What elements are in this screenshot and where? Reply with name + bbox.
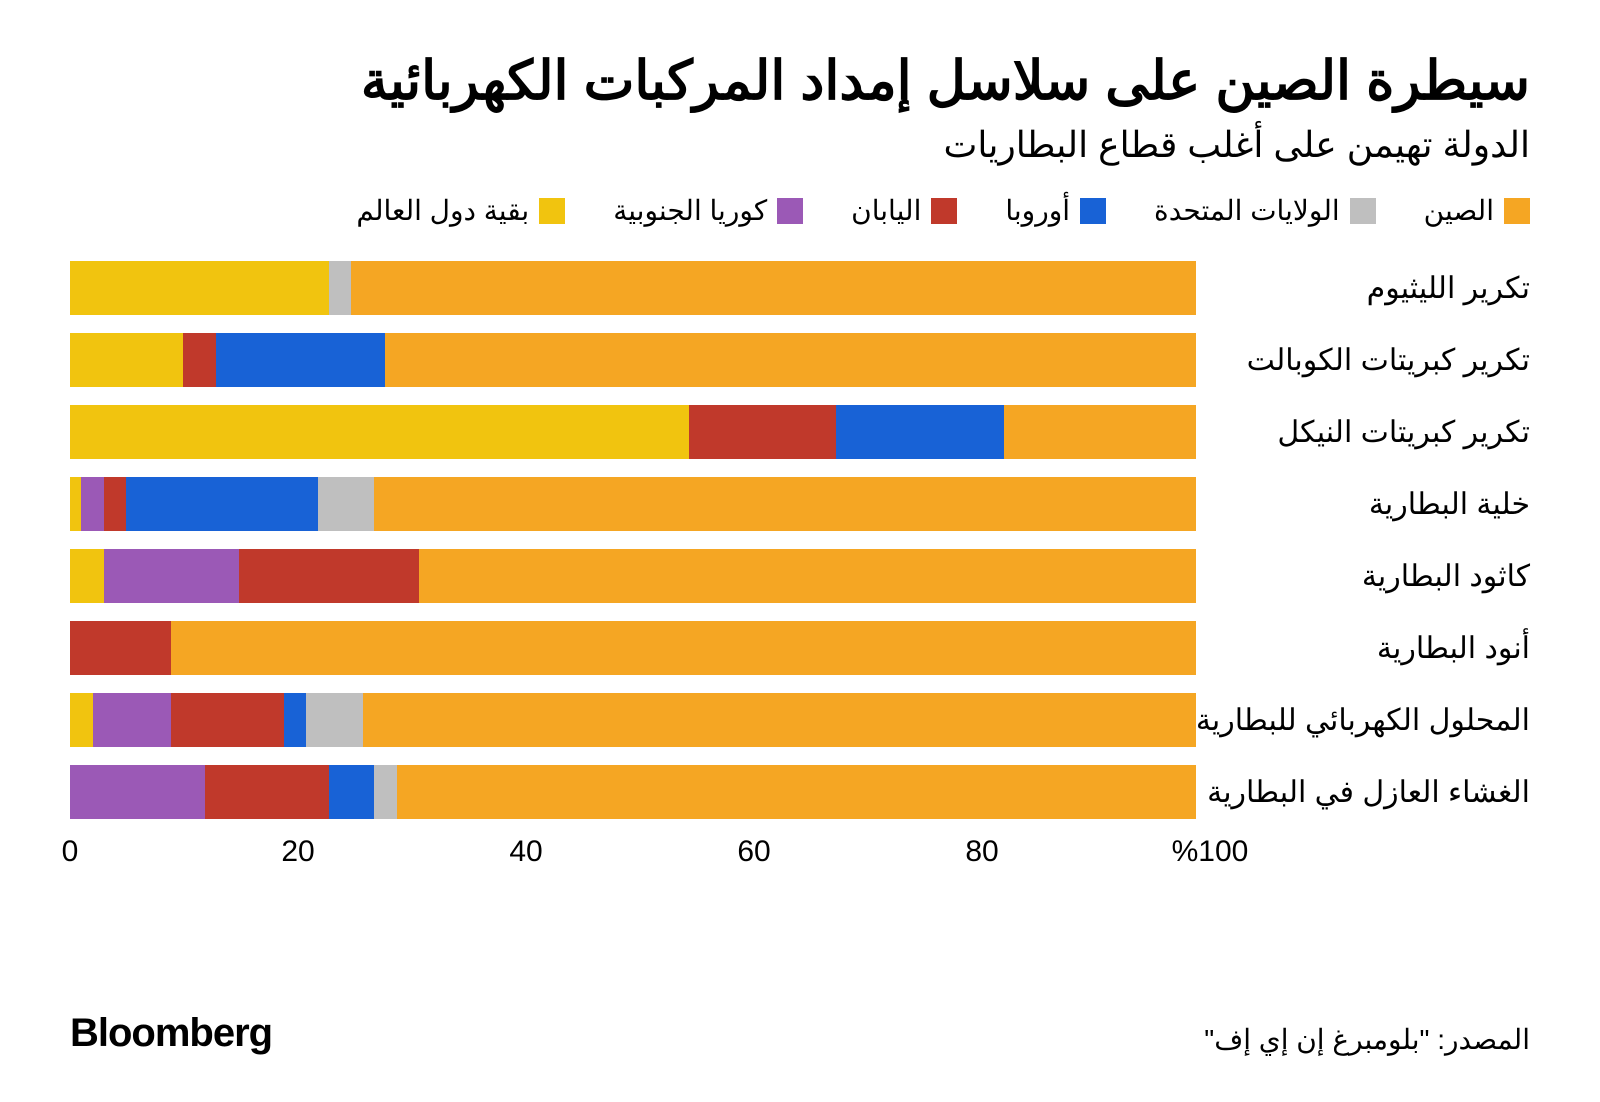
legend-swatch: [1080, 198, 1106, 224]
bar-segment: [93, 693, 172, 747]
bar-segment: [216, 333, 385, 387]
legend-label: أوروبا: [1005, 194, 1070, 227]
category-label: المحلول الكهربائي للبطارية: [1196, 693, 1530, 747]
bar-segment: [70, 405, 689, 459]
legend-swatch: [777, 198, 803, 224]
chart-area: تكرير الليثيوم تكرير كبريتات الكوبالت تكري…: [70, 261, 1530, 819]
axis-tick: 60: [737, 835, 770, 869]
bar-segment: [205, 765, 329, 819]
bar-segment: [239, 549, 419, 603]
x-axis-inner: 020406080%100: [70, 829, 1210, 889]
axis-tick: 80: [965, 835, 998, 869]
legend-item: بقية دول العالم: [356, 194, 565, 227]
category-label: أنود البطارية: [1196, 621, 1530, 675]
bar-row: [70, 405, 1196, 459]
category-label: كاثود البطارية: [1196, 549, 1530, 603]
category-label: الغشاء العازل في البطارية: [1196, 765, 1530, 819]
axis-tick: 0: [62, 835, 79, 869]
bar-row: [70, 261, 1196, 315]
footer: المصدر: "بلومبرغ إن إي إف" Bloomberg: [70, 1011, 1530, 1056]
legend-swatch: [1504, 198, 1530, 224]
category-label: خلية البطارية: [1196, 477, 1530, 531]
bar-row: [70, 549, 1196, 603]
bar-segment: [374, 765, 397, 819]
bar-segment: [374, 477, 1196, 531]
bar-segment: [183, 333, 217, 387]
bar-segment: [104, 549, 239, 603]
bar-segment: [329, 765, 374, 819]
bar-segment: [70, 477, 81, 531]
legend-item: كوريا الجنوبية: [613, 194, 803, 227]
axis-tick: 40: [509, 835, 542, 869]
bar-segment: [689, 405, 835, 459]
legend-item: الولايات المتحدة: [1154, 194, 1376, 227]
bar-segment: [836, 405, 1005, 459]
category-labels-column: تكرير الليثيوم تكرير كبريتات الكوبالت تكري…: [1196, 261, 1530, 819]
bar-segment: [318, 477, 374, 531]
legend-label: الصين: [1424, 194, 1494, 227]
bar-segment: [284, 693, 307, 747]
bar-row: [70, 477, 1196, 531]
x-axis: 020406080%100: [70, 829, 1530, 889]
chart-container: سيطرة الصين على سلاسل إمداد المركبات الك…: [0, 0, 1600, 1102]
bar-segment: [70, 549, 104, 603]
bar-segment: [1004, 405, 1195, 459]
bar-segment: [419, 549, 1196, 603]
axis-tick: 20: [281, 835, 314, 869]
bar-segment: [81, 477, 104, 531]
bar-segment: [171, 693, 284, 747]
bar-segment: [70, 333, 183, 387]
legend-label: بقية دول العالم: [356, 194, 529, 227]
legend-label: كوريا الجنوبية: [613, 194, 767, 227]
bar-segment: [329, 261, 352, 315]
category-label: تكرير كبريتات الكوبالت: [1196, 333, 1530, 387]
category-label: تكرير كبريتات النيكل: [1196, 405, 1530, 459]
bar-segment: [70, 621, 171, 675]
bar-segment: [171, 621, 1196, 675]
legend-swatch: [931, 198, 957, 224]
bar-row: [70, 765, 1196, 819]
bar-segment: [104, 477, 127, 531]
axis-tick: %100: [1172, 835, 1249, 869]
legend-swatch: [1350, 198, 1376, 224]
bar-segment: [70, 693, 93, 747]
bar-row: [70, 333, 1196, 387]
bar-segment: [385, 333, 1196, 387]
bar-row: [70, 693, 1196, 747]
bar-segment: [306, 693, 362, 747]
legend-item: الصين: [1424, 194, 1530, 227]
category-label: تكرير الليثيوم: [1196, 261, 1530, 315]
bar-segment: [363, 693, 1196, 747]
legend-label: الولايات المتحدة: [1154, 194, 1340, 227]
source-text: المصدر: "بلومبرغ إن إي إف": [1204, 1023, 1530, 1056]
bar-segment: [351, 261, 1195, 315]
bar-segment: [397, 765, 1196, 819]
legend: الصين الولايات المتحدة أوروبا اليابان كوريا …: [70, 194, 1530, 227]
legend-item: أوروبا: [1005, 194, 1106, 227]
bars-column: [70, 261, 1196, 819]
bar-segment: [70, 261, 329, 315]
bar-segment: [126, 477, 317, 531]
legend-item: اليابان: [851, 194, 957, 227]
bar-segment: [70, 765, 205, 819]
chart-title: سيطرة الصين على سلاسل إمداد المركبات الك…: [70, 50, 1530, 112]
bar-row: [70, 621, 1196, 675]
brand-logo: Bloomberg: [70, 1011, 272, 1056]
chart-subtitle: الدولة تهيمن على أغلب قطاع البطاريات: [70, 124, 1530, 166]
legend-label: اليابان: [851, 194, 921, 227]
legend-swatch: [539, 198, 565, 224]
